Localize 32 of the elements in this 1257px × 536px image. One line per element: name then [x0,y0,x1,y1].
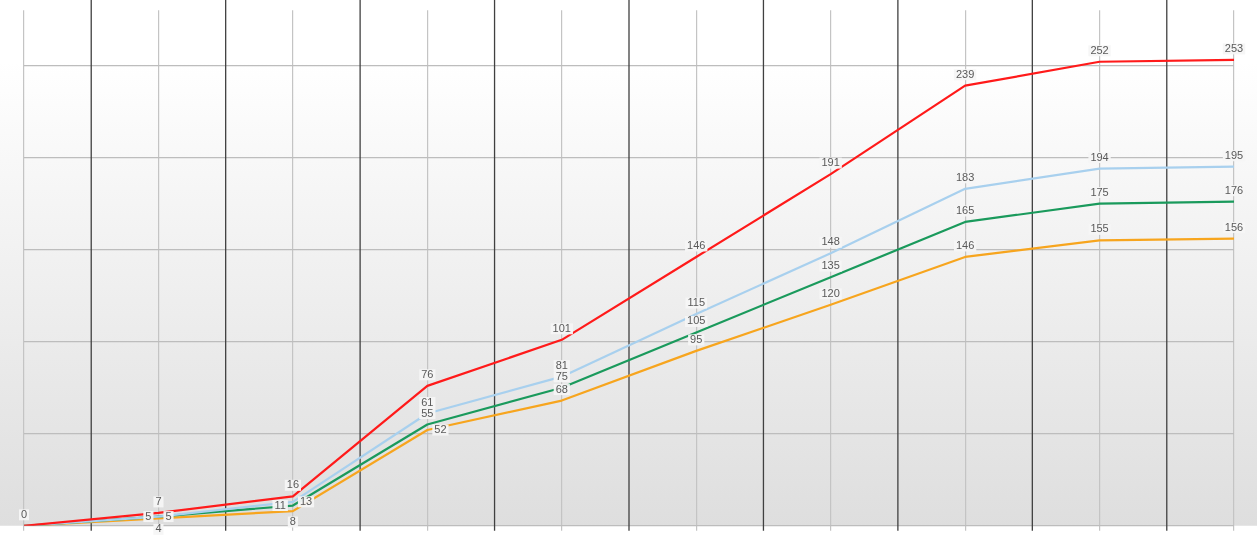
data-label: 165 [955,204,975,216]
data-label: 253 [1224,41,1244,54]
data-label: 195 [1224,148,1244,161]
data-label: 105 [687,314,706,327]
data-label: 183 [955,170,975,183]
data-label: 194 [1090,150,1109,163]
data-label: 95 [690,332,703,345]
data-label: 252 [1090,43,1109,56]
data-label: 239 [955,67,975,80]
data-label: 146 [687,238,706,251]
data-label: 101 [552,321,571,334]
data-label: 61 [421,395,434,408]
data-label: 155 [1090,222,1109,235]
data-label: 81 [555,358,568,371]
data-label: 176 [1224,183,1244,196]
data-label: 148 [821,235,840,248]
data-label: 5 [165,509,172,522]
data-label: 115 [687,296,705,309]
data-label: 4 [155,522,162,535]
data-label: 16 [286,478,300,491]
data-label: 11 [274,498,286,511]
data-label: 5 [145,509,152,522]
data-label: 135 [821,259,840,272]
data-label: 0 [20,507,28,520]
data-label: 191 [821,156,840,169]
data-label: 8 [289,515,296,528]
data-label: 7 [155,494,162,507]
data-label: 175 [1090,185,1109,198]
data-label: 156 [1224,220,1244,233]
data-label: 146 [955,238,975,251]
data-label: 120 [821,286,840,299]
data-label: 76 [421,367,434,380]
